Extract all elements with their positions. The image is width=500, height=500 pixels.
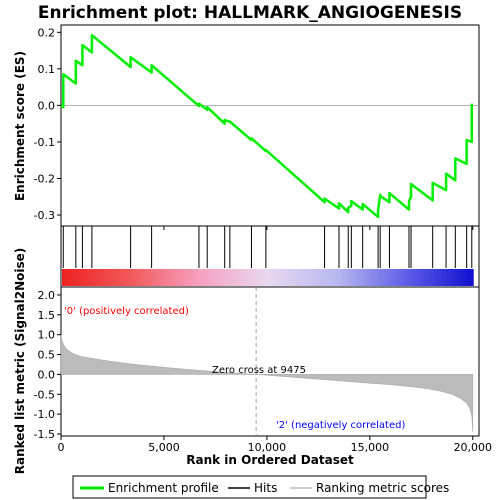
es-y-tick-label-4: -0.2 bbox=[34, 172, 55, 185]
metric-layer bbox=[60, 287, 474, 436]
es-y-tick-label-2: 0.0 bbox=[38, 99, 56, 112]
x-axis-label: Rank in Ordered Dataset bbox=[186, 453, 354, 467]
es-y-tick-label-1: 0.1 bbox=[38, 63, 56, 76]
es-panel bbox=[60, 24, 480, 227]
es-layer bbox=[60, 33, 479, 219]
es-y-tick-label-5: -0.3 bbox=[34, 209, 55, 222]
metric-y-axis-label: Ranked list metric (Signal2Noise) bbox=[13, 248, 27, 475]
positive-correlation-label: '0' (positively correlated) bbox=[64, 306, 189, 317]
x-tick-label-1: 5,000 bbox=[148, 441, 180, 454]
legend-box bbox=[72, 475, 427, 499]
legend-profile-label: Enrichment profile bbox=[108, 481, 219, 495]
es-y-tick-label-0: 0.2 bbox=[38, 26, 56, 39]
metric-y-tick-label-0: 2.0 bbox=[38, 289, 56, 302]
metric-y-tick-label-2: 1.0 bbox=[38, 329, 56, 342]
zero-cross-label: Zero cross at 9475 bbox=[212, 365, 306, 376]
enrichment-profile-line bbox=[60, 33, 474, 219]
metric-y-tick-label-5: -0.5 bbox=[34, 388, 55, 401]
metric-y-tick-label-3: 0.5 bbox=[38, 349, 56, 362]
metric-y-tick-label-4: 0.0 bbox=[38, 368, 56, 381]
rank-color-bar bbox=[62, 269, 474, 286]
x-tick-label-2: 10,000 bbox=[248, 441, 287, 454]
negative-correlation-label: '2' (negatively correlated) bbox=[276, 420, 405, 431]
es-y-tick-label-3: -0.1 bbox=[34, 136, 55, 149]
x-tick-label-0: 0 bbox=[58, 441, 65, 454]
metric-y-tick-label-6: -1.0 bbox=[34, 408, 55, 421]
chart-title: Enrichment plot: HALLMARK_ANGIOGENESIS bbox=[38, 3, 462, 23]
metric-y-tick-label-7: -1.5 bbox=[34, 428, 55, 441]
es-y-axis-label: Enrichment score (ES) bbox=[13, 51, 27, 201]
axes-layer: 0.2 0.1 0.0 -0.1 -0.2 -0.3 2.0 1.5 1.0 0.5 0.0 -0.5… bbox=[34, 26, 493, 454]
ranking-metric-area bbox=[60, 334, 474, 433]
metric-panel bbox=[60, 286, 480, 437]
legend-metric-label: Ranking metric scores bbox=[316, 481, 449, 495]
x-tick-label-3: 15,000 bbox=[351, 441, 390, 454]
x-tick-label-4: 20,000 bbox=[454, 441, 493, 454]
hits-layer bbox=[62, 226, 474, 286]
metric-y-tick-label-1: 1.5 bbox=[38, 309, 56, 322]
legend-hits-label: Hits bbox=[254, 481, 277, 495]
